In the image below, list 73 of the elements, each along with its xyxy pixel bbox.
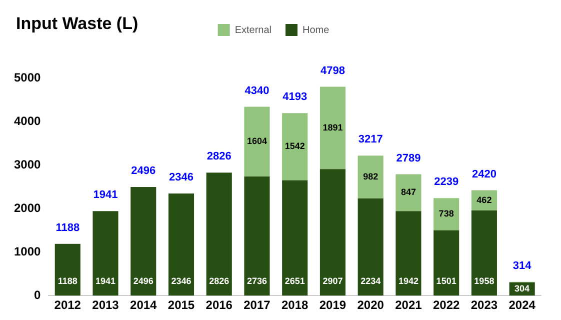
bar <box>244 176 270 296</box>
data-label: 2907 <box>322 276 343 286</box>
bar <box>130 186 156 296</box>
x-tick-label: 2019 <box>319 298 346 312</box>
total-label: 1188 <box>56 222 80 234</box>
bar <box>434 198 460 230</box>
data-label: 1604 <box>246 136 267 146</box>
data-label: 738 <box>438 208 454 219</box>
data-label: 1501 <box>436 276 456 286</box>
x-tick-label: 2012 <box>54 298 82 312</box>
bar <box>92 211 118 296</box>
x-tick-label: 2024 <box>508 298 536 312</box>
total-label: 4340 <box>244 84 270 97</box>
data-label: 1188 <box>58 276 78 286</box>
bar <box>206 172 232 296</box>
total-label: 4193 <box>282 91 308 104</box>
data-label: 1891 <box>322 122 343 132</box>
data-label: 982 <box>363 171 378 182</box>
y-tick-label: 1000 <box>14 244 42 258</box>
legend-label: External <box>234 24 272 36</box>
data-label: 1942 <box>398 276 418 286</box>
total-label: 2420 <box>472 168 496 180</box>
total-label: 2789 <box>396 152 421 164</box>
data-label: 2651 <box>284 276 305 286</box>
data-label: 1941 <box>95 276 116 286</box>
x-tick-label: 2021 <box>395 298 422 312</box>
bar <box>320 169 346 296</box>
x-tick-label: 2020 <box>357 298 384 312</box>
x-tick-label: 2017 <box>244 298 271 312</box>
total-label: 2239 <box>434 176 459 188</box>
bar <box>54 244 80 296</box>
total-label: 4798 <box>320 64 345 77</box>
data-label: 2736 <box>246 276 267 286</box>
bar <box>358 156 384 198</box>
bar <box>358 198 384 296</box>
bar <box>320 86 346 170</box>
y-tick-label: 0 <box>34 288 42 302</box>
legend-label: Home <box>302 24 330 36</box>
x-tick-label: 2013 <box>92 298 120 312</box>
data-label: 1958 <box>474 276 494 286</box>
total-label: 2496 <box>131 165 156 178</box>
bar <box>168 194 194 296</box>
y-tick-label: 5000 <box>14 70 42 84</box>
bar <box>471 210 497 296</box>
y-tick-label: 3000 <box>14 157 42 172</box>
chart-title: Input Waste (L) <box>16 14 138 34</box>
data-label: 2234 <box>360 276 381 286</box>
data-label: 462 <box>476 194 492 205</box>
x-tick-label: 2015 <box>168 298 195 312</box>
total-label: 2346 <box>168 172 194 184</box>
data-label: 1542 <box>284 141 305 152</box>
bar <box>244 106 270 177</box>
total-label: 2826 <box>206 150 232 163</box>
y-tick-label: 2000 <box>14 200 42 215</box>
total-label: 314 <box>512 260 532 272</box>
bar <box>396 174 422 212</box>
x-tick-label: 2022 <box>432 298 460 312</box>
data-label: 2496 <box>133 276 154 286</box>
total-label: 3217 <box>358 134 383 146</box>
x-tick-label: 2023 <box>470 298 498 312</box>
y-tick-label: 4000 <box>14 114 42 128</box>
x-tick-label: 2014 <box>130 298 158 312</box>
total-label: 1941 <box>93 189 118 202</box>
x-tick-label: 2016 <box>206 298 233 312</box>
x-tick-label: 2018 <box>281 298 309 312</box>
data-label: 847 <box>400 187 416 198</box>
bar <box>282 180 308 296</box>
bar <box>434 230 460 296</box>
bar <box>282 113 308 180</box>
bar <box>396 211 422 296</box>
data-label: 2346 <box>171 276 192 286</box>
data-label: 2826 <box>209 276 230 286</box>
data-label: 304 <box>514 283 530 294</box>
